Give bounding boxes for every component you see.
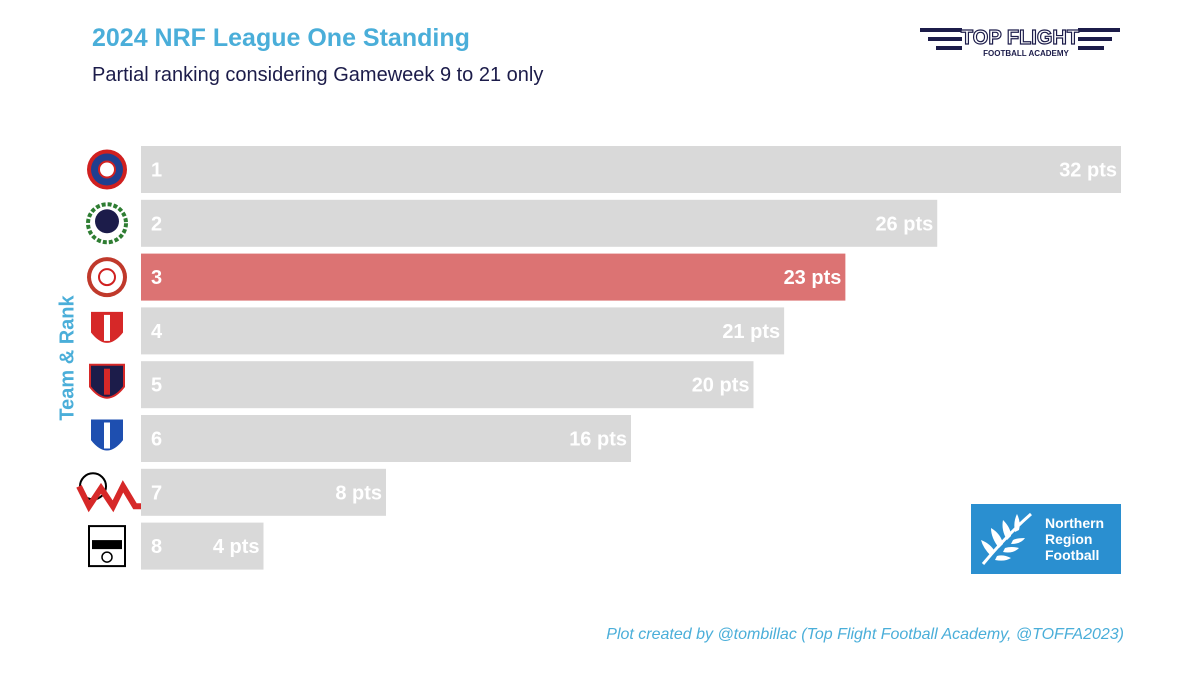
- bar-2: [141, 199, 938, 247]
- brand-line2: FOOTBALL ACADEMY: [983, 49, 1069, 58]
- value-label-1: 32 pts: [1059, 160, 1117, 182]
- nrf-line1: Northern: [1045, 515, 1105, 531]
- bay-olympic-crest-icon: [89, 417, 125, 453]
- rank-label-4: 4: [151, 321, 163, 343]
- mangere-united-crest-icon: [88, 525, 126, 568]
- rank-label-3: 3: [151, 267, 162, 289]
- bar-5: [141, 361, 754, 409]
- sar-afc-crest-icon: [86, 202, 128, 245]
- rank-label-2: 2: [151, 213, 162, 235]
- value-label-6: 16 pts: [569, 429, 627, 451]
- value-label-3: 23 pts: [784, 267, 842, 289]
- ellerslie-afc-crest-icon: [87, 257, 127, 298]
- chart-title: 2024 NRF League One Standing: [92, 24, 470, 52]
- fern-icon: [981, 512, 1032, 565]
- value-label-4: 21 pts: [722, 321, 780, 343]
- value-label-5: 20 pts: [692, 375, 750, 397]
- value-label-2: 26 pts: [875, 213, 933, 235]
- brand-line1: TOP FLIGHT: [961, 27, 1079, 49]
- top-flight-logo-icon: TOP FLIGHT FOOTBALL ACADEMY: [920, 26, 1120, 58]
- bar-6: [141, 415, 631, 462]
- central-united-crest-icon: [87, 149, 127, 190]
- bar-8: [141, 522, 264, 570]
- bar-4: [141, 307, 785, 355]
- value-label-7: 8 pts: [335, 482, 382, 504]
- manukau-crest-icon: [89, 309, 125, 345]
- papakura-city-crest-icon: [89, 363, 125, 399]
- rank-label-6: 6: [151, 429, 162, 451]
- nrf-line3: Football: [1045, 547, 1100, 563]
- rank-label-7: 7: [151, 482, 162, 504]
- rank-label-1: 1: [151, 160, 162, 182]
- west-auckland-crest-icon: [76, 472, 141, 513]
- northern-region-football-logo: Northern Region Football: [971, 504, 1121, 574]
- nrf-line2: Region: [1045, 531, 1093, 547]
- chart-subtitle: Partial ranking considering Gameweek 9 t…: [92, 64, 544, 86]
- plot-caption: Plot created by @tombillac (Top Flight F…: [606, 626, 1124, 643]
- value-label-8: 4 pts: [213, 536, 260, 558]
- bar-3: [141, 253, 846, 301]
- bar-1: [141, 146, 1121, 193]
- rank-label-5: 5: [151, 375, 162, 397]
- bar-7: [141, 468, 386, 516]
- rank-label-8: 8: [151, 536, 162, 558]
